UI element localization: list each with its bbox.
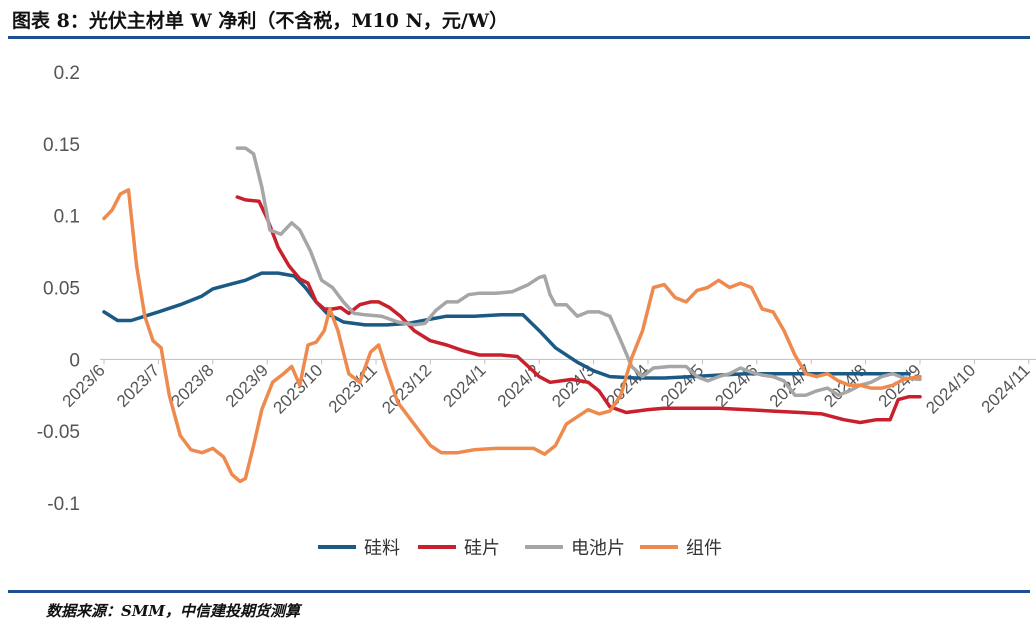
legend-label: 组件 [686, 538, 722, 559]
x-tick-label: 2023/10 [270, 361, 327, 418]
y-tick-label: 0.1 [54, 207, 80, 228]
x-axis: 2023/6 2023/7 2023/8 2023/92023/102023/1120… [59, 358, 1036, 418]
y-tick-label: -0.05 [37, 422, 80, 443]
source-note: 数据来源：SMM，中信建投期货测算 [46, 602, 301, 620]
x-tick-label: 2023/6 [59, 361, 109, 411]
series-line-电池片 [235, 146, 922, 397]
y-tick-label: 0.05 [43, 279, 80, 300]
bottom-divider [8, 590, 1030, 593]
legend-label: 硅料 [364, 538, 400, 559]
x-tick-label: 2024/10 [922, 361, 979, 418]
y-tick-label: -0.1 [47, 494, 80, 515]
x-tick-label: 2024/2 [494, 361, 544, 411]
x-tick-label: 2023/11 [325, 361, 381, 417]
chart-title: 图表 8：光伏主材单 W 净利（不含税，M10 N，元/W） [12, 10, 509, 32]
x-tick-label: 2024/11 [978, 361, 1034, 417]
x-tick-label: 2023/7 [113, 361, 163, 411]
x-tick-label: 2023/8 [167, 361, 217, 411]
legend-label: 电池片 [571, 538, 625, 559]
y-tick-label: 0 [69, 350, 80, 371]
line-chart: 0.20.150.10.050-0.05-0.1 2023/6 2023/7 202… [37, 63, 1036, 559]
legend: 硅料 硅片 电池片 组件 [318, 538, 722, 559]
legend-label: 硅片 [464, 538, 500, 559]
x-tick-label: 2024/1 [439, 361, 489, 411]
series-line-组件 [102, 188, 922, 484]
y-axis-ticks: 0.2 0.15 0.1 0.05 0 -0.05 -0.1 [37, 63, 80, 515]
series-lines [102, 146, 922, 484]
y-tick-label: 0.2 [54, 63, 80, 84]
series-line-硅片 [235, 195, 922, 425]
top-divider [8, 36, 1030, 39]
series-line-硅料 [102, 271, 911, 380]
x-tick-label: 2024/7 [766, 361, 816, 411]
y-tick-label: 0.15 [43, 135, 80, 156]
x-tick-label: 2024/9 [875, 361, 925, 411]
